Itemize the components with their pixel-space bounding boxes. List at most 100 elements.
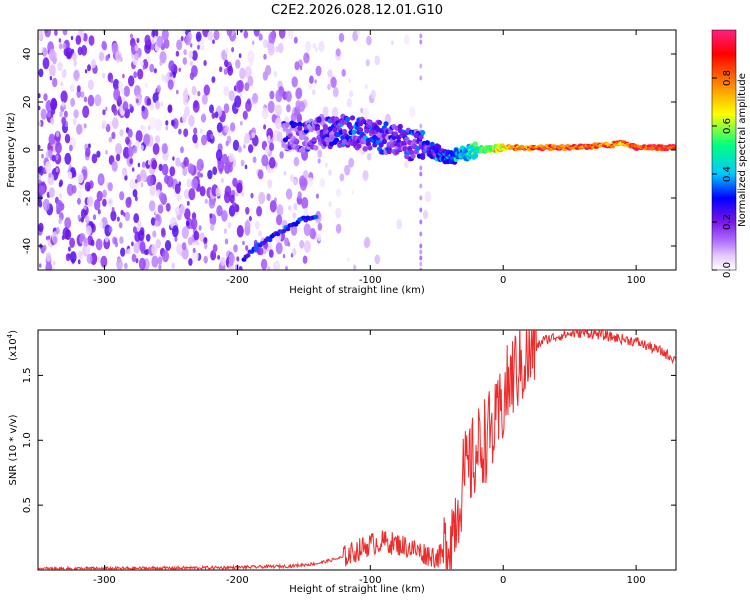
trace-blob — [284, 122, 290, 128]
noise-blob — [189, 60, 194, 67]
noise-blob — [282, 254, 286, 259]
y-tick-label: 20 — [22, 96, 33, 109]
noise-blob — [236, 225, 244, 238]
noise-blob — [188, 50, 194, 59]
trace-blob — [397, 123, 403, 130]
x-tick-label: -300 — [93, 575, 116, 586]
noise-blob — [312, 42, 317, 49]
noise-blob — [331, 106, 339, 119]
noise-blob — [128, 75, 135, 87]
noise-blob — [285, 90, 292, 103]
noise-blob — [419, 165, 423, 171]
noise-blob — [168, 60, 175, 72]
noise-blob — [318, 40, 325, 53]
noise-blob — [203, 255, 208, 264]
noise-blob — [276, 131, 283, 143]
noise-blob — [365, 59, 370, 67]
noise-blob — [263, 124, 267, 130]
noise-blob — [183, 128, 189, 137]
noise-blob — [50, 98, 58, 111]
noise-blob — [224, 125, 230, 134]
trace-blob — [420, 130, 426, 136]
noise-blob — [237, 145, 242, 153]
trace-blob — [292, 121, 298, 128]
noise-blob — [223, 228, 228, 235]
x-tick-label: 0 — [500, 575, 506, 586]
noise-blob — [207, 169, 213, 180]
noise-blob — [113, 108, 118, 116]
noise-blob — [73, 60, 77, 67]
trace-blob — [300, 146, 306, 152]
noise-blob — [241, 191, 245, 197]
spectrogram-heatmap — [38, 30, 676, 270]
trace-blob — [609, 145, 616, 149]
noise-blob — [87, 94, 95, 107]
noise-blob — [156, 35, 164, 48]
noise-blob — [212, 244, 218, 253]
noise-blob — [286, 104, 291, 113]
noise-blob — [176, 39, 183, 51]
noise-blob — [161, 30, 169, 41]
noise-blob — [296, 87, 303, 99]
noise-blob — [102, 109, 106, 116]
noise-blob — [231, 202, 238, 213]
noise-blob — [76, 89, 82, 98]
noise-blob — [328, 201, 333, 208]
branch-blob — [267, 237, 273, 243]
noise-blob — [233, 244, 238, 253]
trace-blob — [297, 125, 303, 131]
noise-blob — [290, 174, 295, 182]
noise-blob — [324, 162, 328, 168]
noise-blob — [229, 122, 236, 132]
noise-blob — [335, 207, 342, 219]
noise-blob — [38, 179, 41, 184]
noise-blob — [135, 258, 139, 264]
noise-blob — [144, 42, 152, 54]
noise-blob — [104, 235, 109, 243]
noise-blob — [154, 68, 157, 74]
colorbar-tick-label: 0.8 — [722, 70, 733, 86]
noise-blob — [180, 146, 184, 154]
noise-blob — [166, 175, 174, 188]
trace-blob — [362, 146, 368, 152]
noise-blob — [151, 159, 158, 170]
noise-blob — [72, 118, 77, 126]
noise-blob — [38, 200, 43, 208]
noise-blob — [252, 156, 257, 163]
x-tick-label: -100 — [359, 275, 382, 286]
noise-blob — [65, 253, 71, 262]
x-tick-label: 100 — [627, 575, 646, 586]
x-tick-label: -200 — [226, 275, 249, 286]
noise-blob — [212, 166, 218, 175]
noise-blob — [101, 119, 107, 129]
noise-blob — [259, 247, 264, 256]
y-tick-label: 1.5 — [22, 367, 33, 383]
noise-blob — [38, 144, 41, 150]
noise-blob — [38, 30, 43, 41]
trace-blob — [386, 149, 392, 155]
noise-blob — [293, 36, 298, 44]
noise-blob — [45, 252, 52, 262]
y-tick-label: 0.5 — [22, 497, 33, 513]
noise-blob — [424, 190, 432, 203]
noise-blob — [366, 152, 372, 161]
noise-blob — [107, 197, 114, 208]
noise-blob — [121, 167, 128, 177]
noise-blob — [38, 121, 42, 127]
noise-blob — [97, 256, 102, 264]
noise-blob — [193, 230, 200, 241]
noise-blob — [174, 65, 178, 71]
noise-blob — [139, 241, 146, 253]
noise-blob — [240, 30, 243, 33]
noise-blob — [179, 204, 186, 215]
noise-blob — [229, 194, 235, 204]
noise-blob — [288, 205, 292, 211]
noise-blob — [301, 197, 309, 210]
noise-blob — [96, 190, 103, 202]
trace-blob — [313, 145, 319, 151]
noise-blob — [48, 48, 56, 62]
noise-blob — [88, 35, 95, 46]
noise-blob — [157, 256, 163, 265]
noise-blob — [174, 206, 181, 216]
noise-blob — [107, 182, 113, 192]
